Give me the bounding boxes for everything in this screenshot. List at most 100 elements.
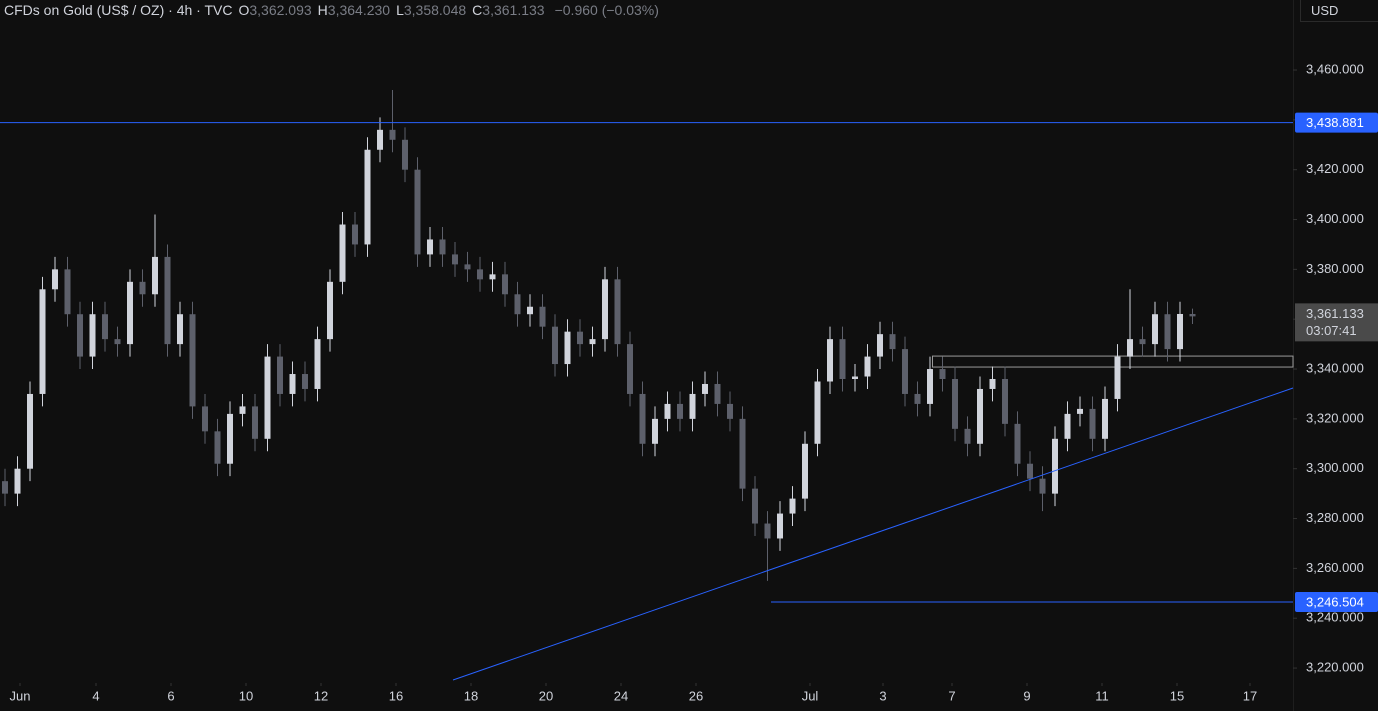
candle-body xyxy=(802,443,808,499)
candle-body xyxy=(664,403,671,419)
candle-body xyxy=(1089,408,1096,439)
candle-body xyxy=(27,393,33,469)
ohlc-value: 3,361.133 xyxy=(482,2,545,18)
candle-body xyxy=(714,383,721,404)
candle-body xyxy=(52,269,58,290)
candle-body xyxy=(964,428,971,444)
candle-body xyxy=(564,331,571,365)
price-label: 3,438.881 xyxy=(1306,115,1364,130)
x-tick-label: 16 xyxy=(389,688,403,703)
x-tick-label: 3 xyxy=(879,688,886,703)
candle-body xyxy=(1052,438,1058,494)
x-tick-label: 18 xyxy=(464,688,478,703)
candle-body xyxy=(339,224,346,282)
price-label: 3,246.504 xyxy=(1306,594,1364,609)
candle-body xyxy=(277,356,283,394)
candle-body xyxy=(427,239,433,255)
candle-body xyxy=(177,314,183,345)
candle-body xyxy=(227,413,233,464)
candle-body xyxy=(614,279,621,345)
candle-body xyxy=(1164,314,1171,350)
candle-body xyxy=(2,481,8,494)
candle-body xyxy=(1139,339,1146,345)
candle-body xyxy=(877,334,883,357)
x-tick-label: 4 xyxy=(92,688,99,703)
candle-body xyxy=(77,314,83,357)
candle-body xyxy=(852,376,858,380)
candle-body xyxy=(1177,313,1183,350)
candle-body xyxy=(1064,413,1071,439)
candle-body xyxy=(264,356,271,439)
candle-body xyxy=(989,379,996,389)
ohlc-value: 3,362.093 xyxy=(249,2,312,18)
candle-body xyxy=(452,254,458,265)
candle-body xyxy=(1002,379,1008,424)
x-tick-label: 10 xyxy=(239,688,253,703)
candle-body xyxy=(302,374,308,389)
candle-body xyxy=(364,149,371,245)
candle-body xyxy=(652,418,658,444)
candle-body xyxy=(477,269,483,280)
candle-body xyxy=(1152,314,1158,345)
candle-body xyxy=(314,339,321,389)
candle-body xyxy=(127,281,133,345)
candle-body xyxy=(527,306,533,315)
candle-body xyxy=(214,431,221,464)
candle-body xyxy=(439,239,446,255)
candle-body xyxy=(1102,398,1108,439)
currency[interactable]: USD xyxy=(1300,0,1378,22)
candle-body xyxy=(289,374,296,394)
candle-body xyxy=(352,224,358,245)
candle-body xyxy=(552,326,558,365)
ohlc-key: H xyxy=(317,2,328,18)
candle-body xyxy=(839,339,846,380)
ohlc-key: C xyxy=(472,2,483,18)
candle-body xyxy=(1039,478,1046,494)
countdown: 03:07:41 xyxy=(1306,323,1357,338)
candle-body xyxy=(327,281,333,340)
candle-body xyxy=(114,339,121,345)
candle-body xyxy=(402,139,408,170)
y-tick-label: 3,220.000 xyxy=(1306,659,1364,674)
candle-body xyxy=(827,339,833,382)
candle-body xyxy=(927,369,933,404)
candle-body xyxy=(602,279,608,340)
candle-body xyxy=(939,369,946,380)
candle-body xyxy=(764,523,771,539)
candle-body xyxy=(202,406,208,432)
candle-body xyxy=(727,403,733,419)
ohlc-value: 3,358.048 xyxy=(403,2,467,18)
candle-body xyxy=(677,403,683,419)
candle-body xyxy=(977,388,983,444)
candle-body xyxy=(14,468,21,494)
candle-body xyxy=(502,274,508,295)
candle-body xyxy=(139,281,146,295)
candle-body xyxy=(464,264,471,270)
candle-body xyxy=(914,393,921,404)
candle-body xyxy=(789,498,796,514)
candle-body xyxy=(752,488,758,524)
candle-body xyxy=(689,393,696,419)
header: CFDs on Gold (US$ / OZ) · 4h · TVC O3,362… xyxy=(4,2,659,18)
candle-body xyxy=(489,274,496,280)
x-tick-label: 6 xyxy=(167,688,174,703)
candle-body xyxy=(164,256,171,345)
candle-body xyxy=(189,314,196,407)
y-tick-label: 3,280.000 xyxy=(1306,510,1364,525)
candle-body xyxy=(1014,423,1021,464)
x-tick-label: 15 xyxy=(1170,688,1184,703)
y-tick-label: 3,300.000 xyxy=(1306,460,1364,475)
x-tick-label: 26 xyxy=(689,688,703,703)
candle-body xyxy=(627,344,633,394)
candle-body xyxy=(952,379,958,429)
x-tick-label: 17 xyxy=(1243,688,1257,703)
candle-body xyxy=(639,393,646,444)
last-price-label: 3,361.133 xyxy=(1306,306,1364,321)
candle-body xyxy=(102,314,108,340)
y-tick-label: 3,260.000 xyxy=(1306,560,1364,575)
y-tick-label: 3,320.000 xyxy=(1306,410,1364,425)
y-tick-label: 3,400.000 xyxy=(1306,211,1364,226)
ohlc-value: 3,364.230 xyxy=(327,2,391,18)
